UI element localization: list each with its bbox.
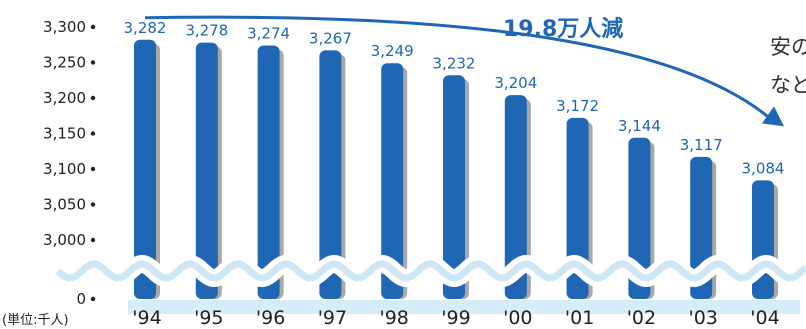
bar-value-label: 3,204 [494,74,537,92]
reduction-annotation: 19.8万人減 [503,17,623,42]
bar-value-label: 3,249 [371,42,414,60]
y-tick-label: 3,300 [43,18,86,36]
x-tick-label: '96 [256,307,285,329]
bar-value-label: 3,278 [185,22,228,40]
bar [134,39,156,299]
bar-value-label: 3,117 [680,136,723,154]
bar [257,45,280,300]
bar-value-label: 3,084 [742,159,785,177]
bar-value-label: 3,274 [247,24,290,42]
x-axis-band [128,300,800,314]
y-tick-label: 0 [76,290,86,308]
x-tick-label: '97 [318,307,347,329]
y-tick-dot [90,24,96,30]
trend-arrow-head [762,106,784,127]
unit-label: (単位:千人) [2,312,69,328]
y-tick-label: 3,150 [43,125,86,143]
side-text-line-2: など [770,73,806,97]
y-tick-label: 3,050 [43,196,86,214]
bar [566,117,589,299]
x-tick-label: '01 [565,307,594,329]
x-tick-label: '00 [503,307,532,329]
y-tick-label: 3,000 [43,231,86,249]
bar [443,75,465,299]
x-axis: '94 '95 '96 '97 '98 '99 '00 '01 '02 '03 '04 [128,300,800,329]
bar [628,137,651,299]
y-tick-dot [90,95,96,101]
x-tick-label: '04 [750,307,779,329]
side-text-line-1: 安の [770,35,806,59]
x-tick-label: '95 [194,307,223,329]
bar-value-label: 3,232 [433,54,476,72]
bars-group: 3,282 3,278 3,274 3,267 3,249 3,232 3,204 3,172… [124,19,785,300]
y-tick-dot [90,237,96,243]
x-tick-label: '94 [132,307,161,329]
y-tick-label: 3,200 [43,89,86,107]
bar [195,42,218,300]
bar-value-label: 3,144 [618,117,661,135]
bar [504,95,527,299]
y-tick-label: 3,250 [43,54,86,72]
y-tick-dot [90,202,96,207]
x-tick-label: '03 [688,307,717,329]
x-tick-label: '99 [441,307,470,329]
y-axis: 0 3,000 3,050 3,100 3,150 3,200 3,250 3,300 [43,18,96,308]
y-tick-label: 3,100 [43,160,86,178]
y-tick-dot [90,296,96,302]
y-tick-dot [90,131,96,136]
y-tick-dot [90,60,96,65]
bar-value-label: 3,282 [124,19,167,37]
bar-value-label: 3,267 [309,29,352,47]
axis-break-wave [51,254,806,288]
x-tick-label: '98 [379,307,408,329]
bar [319,50,342,300]
break-wave-line [55,260,806,282]
bar [381,63,404,300]
trend-arrow [144,15,771,120]
bar-value-label: 3,172 [556,97,599,115]
x-tick-label: '02 [627,307,656,329]
y-tick-dot [90,166,96,172]
